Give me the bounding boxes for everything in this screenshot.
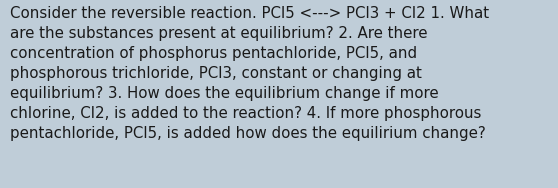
Text: Consider the reversible reaction. PCl5 <---> PCl3 + Cl2 1. What
are the substanc: Consider the reversible reaction. PCl5 <… bbox=[10, 6, 489, 141]
